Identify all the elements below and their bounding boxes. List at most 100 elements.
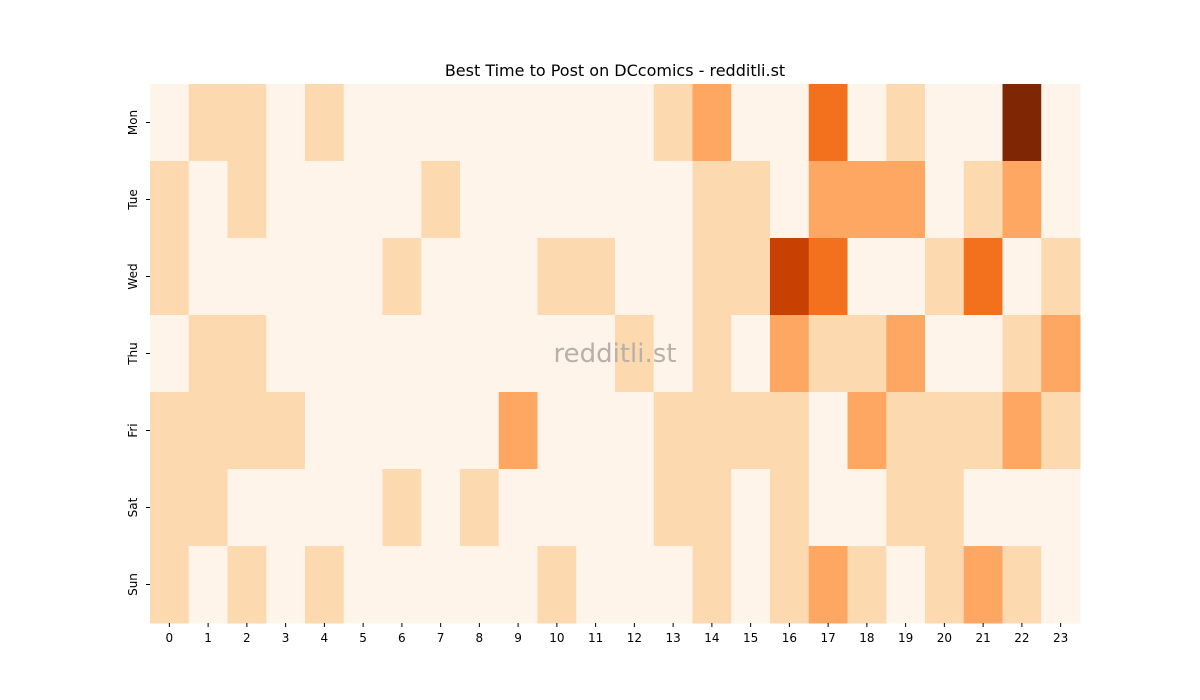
heatmap-cell-thu-0 bbox=[150, 315, 190, 393]
heatmap-cell-tue-10 bbox=[537, 161, 577, 239]
heatmap-cell-sun-16 bbox=[770, 546, 810, 624]
heatmap-cell-wed-6 bbox=[382, 238, 422, 316]
x-axis-ticks: 0 1 2 3 4 5 6 7 8 9 10 11 12 13 14 15 16 17 18 19 20 21 22 23 bbox=[166, 623, 1068, 645]
heatmap-cell-fri-16 bbox=[770, 392, 810, 470]
heatmap-cell-tue-5 bbox=[343, 161, 383, 239]
heatmap-cell-sun-20 bbox=[925, 546, 965, 624]
heatmap-cell-thu-3 bbox=[266, 315, 306, 393]
x-tick-label: 1 bbox=[204, 631, 212, 645]
x-tick-label: 12 bbox=[627, 631, 642, 645]
heatmap-cell-sat-6 bbox=[382, 469, 422, 547]
heatmap-cell-tue-21 bbox=[963, 161, 1003, 239]
x-tick-label: 4 bbox=[321, 631, 329, 645]
heatmap-cell-fri-14 bbox=[692, 392, 732, 470]
heatmap-cell-wed-17 bbox=[808, 238, 848, 316]
heatmap-cell-fri-3 bbox=[266, 392, 306, 470]
heatmap-cell-sat-18 bbox=[847, 469, 887, 547]
heatmap-cell-sun-0 bbox=[150, 546, 190, 624]
heatmap-cell-thu-13 bbox=[653, 315, 693, 393]
heatmap-cell-wed-16 bbox=[770, 238, 810, 316]
heatmap-cell-thu-23 bbox=[1041, 315, 1081, 393]
heatmap-cell-thu-6 bbox=[382, 315, 422, 393]
heatmap-cell-mon-2 bbox=[227, 84, 267, 162]
heatmap-cell-wed-9 bbox=[498, 238, 538, 316]
heatmap-cell-thu-9 bbox=[498, 315, 538, 393]
heatmap-cell-mon-16 bbox=[770, 84, 810, 162]
heatmap-cell-fri-18 bbox=[847, 392, 887, 470]
heatmap-cell-mon-20 bbox=[925, 84, 965, 162]
heatmap-cell-tue-18 bbox=[847, 161, 887, 239]
heatmap-cell-wed-13 bbox=[653, 238, 693, 316]
heatmap-cell-tue-9 bbox=[498, 161, 538, 239]
heatmap-cell-tue-4 bbox=[305, 161, 345, 239]
heatmap-cell-wed-2 bbox=[227, 238, 267, 316]
heatmap-cell-sat-15 bbox=[731, 469, 771, 547]
heatmap-cell-mon-4 bbox=[305, 84, 345, 162]
heatmap-cell-wed-15 bbox=[731, 238, 771, 316]
heatmap-cell-sat-23 bbox=[1041, 469, 1081, 547]
heatmap-cell-mon-17 bbox=[808, 84, 848, 162]
heatmap-cell-sun-8 bbox=[460, 546, 500, 624]
heatmap-cell-tue-20 bbox=[925, 161, 965, 239]
heatmap-cell-mon-23 bbox=[1041, 84, 1081, 162]
heatmap-cell-sat-2 bbox=[227, 469, 267, 547]
heatmap-cell-sat-14 bbox=[692, 469, 732, 547]
heatmap-cell-mon-6 bbox=[382, 84, 422, 162]
heatmap-cell-mon-0 bbox=[150, 84, 190, 162]
y-tick-label: Sat bbox=[126, 497, 140, 517]
x-tick-label: 9 bbox=[514, 631, 522, 645]
heatmap-cell-thu-5 bbox=[343, 315, 383, 393]
heatmap-cell-mon-18 bbox=[847, 84, 887, 162]
heatmap-cell-sat-10 bbox=[537, 469, 577, 547]
heatmap-cell-mon-12 bbox=[615, 84, 655, 162]
heatmap-cell-sat-22 bbox=[1002, 469, 1042, 547]
heatmap-cell-fri-22 bbox=[1002, 392, 1042, 470]
y-tick-label: Thu bbox=[126, 342, 140, 366]
heatmap-cell-wed-20 bbox=[925, 238, 965, 316]
heatmap-cell-thu-2 bbox=[227, 315, 267, 393]
heatmap-cell-mon-7 bbox=[421, 84, 461, 162]
heatmap-cell-thu-19 bbox=[886, 315, 926, 393]
heatmap-cell-mon-11 bbox=[576, 84, 616, 162]
heatmap-cell-mon-9 bbox=[498, 84, 538, 162]
heatmap-cell-wed-3 bbox=[266, 238, 306, 316]
heatmap-cell-thu-12 bbox=[615, 315, 655, 393]
heatmap-cell-sat-12 bbox=[615, 469, 655, 547]
watermark: redditli.st bbox=[554, 339, 677, 369]
heatmap-cell-tue-2 bbox=[227, 161, 267, 239]
x-tick-label: 3 bbox=[282, 631, 290, 645]
heatmap-cell-fri-12 bbox=[615, 392, 655, 470]
heatmap-cell-wed-12 bbox=[615, 238, 655, 316]
heatmap-cell-thu-10 bbox=[537, 315, 577, 393]
heatmap-cell-sun-13 bbox=[653, 546, 693, 624]
heatmap-cell-tue-13 bbox=[653, 161, 693, 239]
heatmap-cell-thu-14 bbox=[692, 315, 732, 393]
x-tick-label: 14 bbox=[704, 631, 719, 645]
heatmap-cell-wed-8 bbox=[460, 238, 500, 316]
heatmap-cell-tue-23 bbox=[1041, 161, 1081, 239]
heatmap-cell-sun-4 bbox=[305, 546, 345, 624]
heatmap-cells bbox=[150, 84, 1081, 624]
heatmap-cell-fri-11 bbox=[576, 392, 616, 470]
heatmap-cell-fri-1 bbox=[188, 392, 228, 470]
heatmap-cell-sat-7 bbox=[421, 469, 461, 547]
heatmap-cell-tue-8 bbox=[460, 161, 500, 239]
heatmap-cell-mon-8 bbox=[460, 84, 500, 162]
heatmap-cell-thu-7 bbox=[421, 315, 461, 393]
heatmap-cell-wed-4 bbox=[305, 238, 345, 316]
x-tick-label: 2 bbox=[243, 631, 251, 645]
heatmap-cell-sat-8 bbox=[460, 469, 500, 547]
heatmap-cell-sat-20 bbox=[925, 469, 965, 547]
heatmap-cell-wed-5 bbox=[343, 238, 383, 316]
heatmap-cell-fri-23 bbox=[1041, 392, 1081, 470]
heatmap-cell-fri-13 bbox=[653, 392, 693, 470]
heatmap-cell-sun-12 bbox=[615, 546, 655, 624]
heatmap-cell-tue-17 bbox=[808, 161, 848, 239]
heatmap-cell-fri-17 bbox=[808, 392, 848, 470]
heatmap-cell-mon-14 bbox=[692, 84, 732, 162]
heatmap-cell-thu-1 bbox=[188, 315, 228, 393]
chart-title: Best Time to Post on DCcomics - redditli… bbox=[445, 61, 785, 80]
heatmap-cell-sat-11 bbox=[576, 469, 616, 547]
heatmap-cell-sun-14 bbox=[692, 546, 732, 624]
